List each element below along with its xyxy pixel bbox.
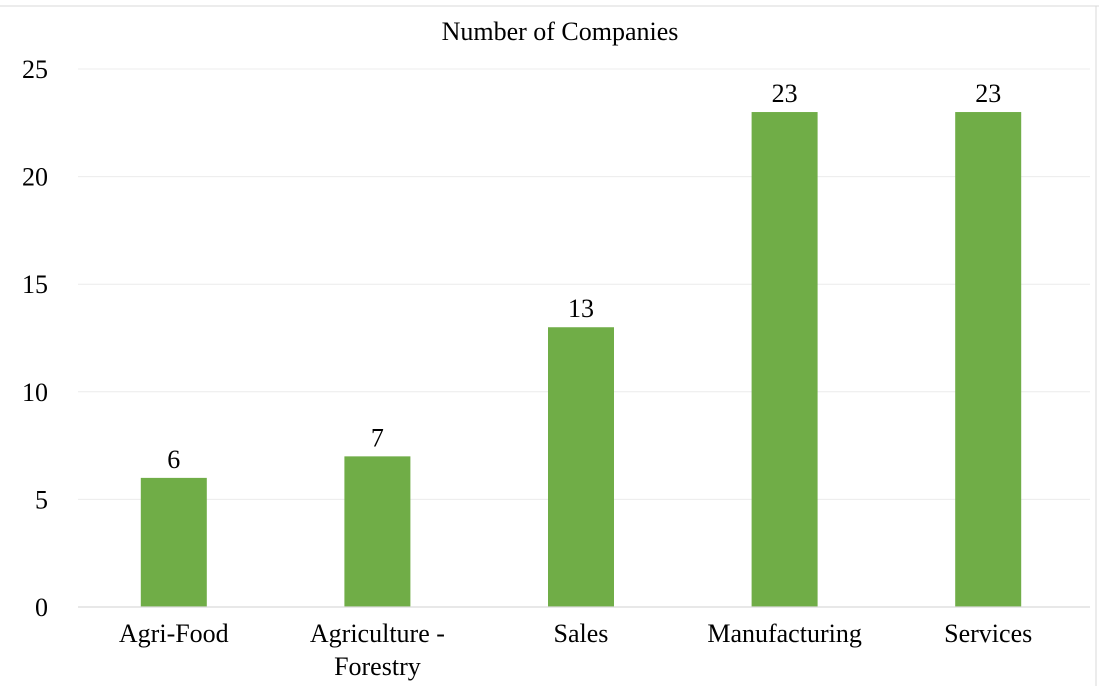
data-label: 13 (568, 294, 594, 323)
category-label: Services (944, 619, 1032, 648)
data-label: 7 (371, 423, 384, 452)
bar (344, 456, 411, 607)
y-tick-label: 10 (22, 378, 48, 407)
category-label: Sales (554, 619, 609, 648)
bar (140, 477, 207, 607)
data-label: 6 (167, 445, 180, 474)
category-label: Manufacturing (707, 619, 862, 648)
y-axis-tick-labels: 0 5 10 15 20 25 (22, 55, 48, 622)
data-labels: 6 7 13 23 23 (167, 79, 1001, 474)
y-tick-label: 15 (22, 270, 48, 299)
y-tick-label: 20 (22, 163, 48, 192)
category-label: Agri-Food (119, 619, 229, 648)
x-axis-category-labels: Agri-Food Agriculture - Forestry Sales Manuf… (119, 619, 1032, 681)
data-label: 23 (975, 79, 1001, 108)
y-tick-label: 5 (35, 485, 48, 514)
chart-title: Number of Companies (442, 17, 679, 46)
bars (140, 112, 1022, 607)
y-tick-label: 25 (22, 55, 48, 84)
bar (548, 327, 614, 607)
category-label: Forestry (334, 652, 421, 681)
bar (751, 112, 818, 607)
data-label: 23 (772, 79, 798, 108)
y-tick-label: 0 (35, 593, 48, 622)
category-label: Agriculture - (310, 619, 445, 648)
bar (955, 112, 1022, 607)
